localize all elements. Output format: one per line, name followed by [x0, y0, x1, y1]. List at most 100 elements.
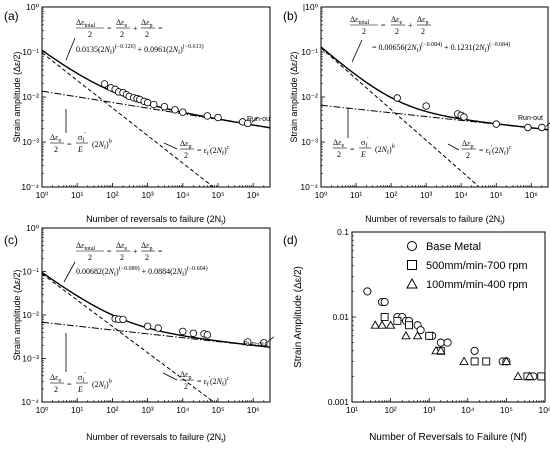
panel-a-y-tick-label: 10⁻³	[22, 137, 39, 147]
svg-text:Δεp: Δεp	[417, 15, 429, 26]
panel-c-data-point	[154, 324, 162, 332]
panel-c-y-tick-label: 10⁰	[26, 223, 39, 233]
panel-c-y-tick-label: 10⁻²	[22, 310, 39, 320]
panel-c-ticks: 10⁰ 10¹ 10² 10³ 10⁴ 10⁵ 10⁶ 10⁰ 10⁻¹ 10⁻² 10⁻³ 10⁻⁴	[21, 223, 271, 415]
panel-c-label: (c)	[4, 233, 18, 247]
panel-c: (c) 10⁰ 10¹ 10² 10³ 10⁴ 10⁵ 10⁶ 10⁰ 10⁻¹ 10⁻² 10⁻³…	[4, 223, 275, 445]
svg-text:Δεe: Δεe	[50, 133, 62, 144]
panel-a-curves	[41, 49, 271, 188]
panel-b-elastic-equation: Δεe 2 = σf' E (2Nf)b	[333, 137, 395, 159]
panel-c-y-tick-label: 10⁻⁴	[21, 397, 39, 407]
svg-text:Δεe: Δεe	[333, 138, 345, 149]
svg-text:=: =	[158, 24, 163, 33]
panel-a-x-tick-label: 10⁰	[36, 190, 49, 200]
panel-c-elastic-equation: Δεe 2 = σf' E (2Nf)b	[50, 372, 112, 394]
svg-text:=: =	[67, 140, 72, 149]
legend-item-500: 500mm/min-700 rpm	[407, 260, 527, 272]
panel-d-legend: Base Metal 500mm/min-700 rpm 100mm/min-4…	[406, 241, 527, 291]
panel-d-x-tick-label: 10⁴	[461, 405, 474, 415]
panel-c-data-point	[143, 322, 152, 330]
panel-b-plastic-arrow	[447, 143, 460, 151]
panel-b-x-tick-label: 10¹	[350, 190, 362, 200]
panel-d-x-tick-label: 10²	[384, 405, 396, 415]
panel-d-point-base-metal	[436, 338, 445, 347]
panel-a-plastic-arrow	[163, 142, 178, 150]
panel-c-data-point	[244, 338, 252, 346]
svg-text:Δεe: Δεe	[391, 15, 403, 26]
panel-a-x-tick-label: 10⁴	[176, 190, 189, 200]
panel-d-x-tick-label: 10³	[423, 405, 435, 415]
panel-d-point-base-metal	[363, 287, 372, 296]
panel-d-point-500	[425, 331, 434, 340]
panel-b: (b) 10⁰ 10¹ 10² 10³ 10⁴ 10⁵ 10⁶ |10⁰ 10⁻¹ 10⁻² 10⁻…	[283, 2, 550, 227]
svg-text:2: 2	[120, 253, 124, 262]
panel-b-x-tick-label: 10⁶	[525, 190, 538, 200]
panel-c-data-point	[189, 329, 198, 337]
panel-d-point-500	[380, 313, 389, 321]
panel-d-points	[363, 287, 546, 381]
panel-c-x-tick-label: 10⁴	[176, 405, 189, 415]
panel-a-data-point	[143, 98, 152, 107]
legend-item-100: 100mm/min-400 rpm	[406, 277, 527, 291]
svg-text:0.0135(2Nf)(−0.126) + 0.0961(2: 0.0135(2Nf)(−0.126) + 0.0961(2Nf)(−0.613…	[76, 43, 204, 56]
panel-d-point-base-metal	[380, 297, 389, 307]
panel-c-x-tick-label: 10⁶	[247, 405, 260, 415]
panel-d-label: (d)	[283, 233, 298, 247]
panel-b-y-tick-label: 10⁻³	[301, 137, 318, 147]
svg-text:Δεp: Δεp	[141, 241, 153, 252]
panel-b-plastic-equation: Δεp 2 = εf'(2Nf)c	[462, 139, 512, 160]
panel-a-data-point	[150, 100, 158, 109]
svg-text:E: E	[77, 385, 83, 394]
panel-a-data-point	[179, 108, 187, 116]
panel-d-point-100	[436, 345, 446, 355]
svg-text:σf': σf'	[361, 137, 368, 149]
svg-text:Δεp: Δεp	[180, 139, 192, 150]
panel-d-point-100	[459, 356, 469, 365]
panel-a-runout-arrow	[251, 117, 259, 123]
panel-a: (a) 10⁰ 10¹ 10² 10³ 10⁴ 10⁵ 10⁶ 10⁰ 10⁻¹ 10⁻² 10⁻³…	[4, 2, 271, 227]
svg-text:2: 2	[120, 30, 124, 39]
svg-text:2: 2	[145, 253, 149, 262]
panel-d-point-100	[385, 320, 396, 329]
panel-a-data-point	[160, 102, 169, 111]
panel-b-ylabel: Strain amplitude (Δε/2)	[289, 51, 299, 142]
svg-text:2: 2	[362, 27, 366, 36]
panel-d-point-100	[412, 330, 423, 340]
panel-d-point-100	[377, 320, 387, 329]
panel-a-data-point	[171, 106, 179, 114]
panel-c-data-point	[119, 315, 127, 324]
panel-d-point-base-metal	[443, 338, 452, 347]
panel-d-point-100	[401, 330, 411, 340]
svg-text:2: 2	[466, 151, 470, 160]
panel-b-x-tick-label: 10²	[385, 190, 397, 200]
svg-text:Δεtotal: Δεtotal	[76, 18, 96, 29]
svg-text:2: 2	[54, 385, 58, 394]
svg-text:= 0.00656(2Nf)(−0.084) + 0.123: = 0.00656(2Nf)(−0.084) + 0.1231(2Nf)(−0.…	[372, 41, 510, 54]
svg-text:(2Nf)b: (2Nf)b	[92, 139, 112, 151]
svg-text:=: =	[381, 21, 386, 30]
panel-b-y-tick-label: 10⁻¹	[301, 47, 318, 57]
svg-text:(2Nf)b: (2Nf)b	[375, 144, 395, 156]
svg-text:σf': σf'	[78, 132, 85, 144]
svg-text:Δεe: Δεe	[116, 18, 128, 29]
panel-a-plastic-curve	[41, 52, 214, 188]
svg-text:2: 2	[184, 151, 188, 160]
panel-a-x-tick-label: 10¹	[71, 190, 83, 200]
panel-a-y-tick-label: 10⁻¹	[22, 47, 39, 57]
panel-d-y-tick-label: 0.1	[337, 227, 349, 237]
panel-a-points	[100, 80, 259, 128]
svg-text:E: E	[360, 150, 366, 159]
panel-a-x-tick-label: 10⁶	[247, 190, 260, 200]
panel-c-curves	[41, 271, 271, 402]
panel-a-data-point	[214, 113, 222, 122]
panel-b-runout-arrow	[545, 122, 550, 127]
legend-marker-triangle	[406, 277, 418, 289]
svg-text:= εf'(2Nf)c: = εf'(2Nf)c	[197, 376, 230, 388]
panel-d-point-100	[513, 371, 523, 380]
panel-a-label: (a)	[4, 9, 19, 23]
panel-d-y-tick-label: 0.01	[332, 312, 349, 322]
panel-b-total-curve	[320, 46, 549, 131]
panel-c-plastic-equation: Δεp 2 = εf'(2Nf)c	[180, 370, 230, 391]
panel-c-y-tick-label: 10⁻¹	[22, 267, 39, 277]
svg-text:2: 2	[88, 30, 92, 39]
